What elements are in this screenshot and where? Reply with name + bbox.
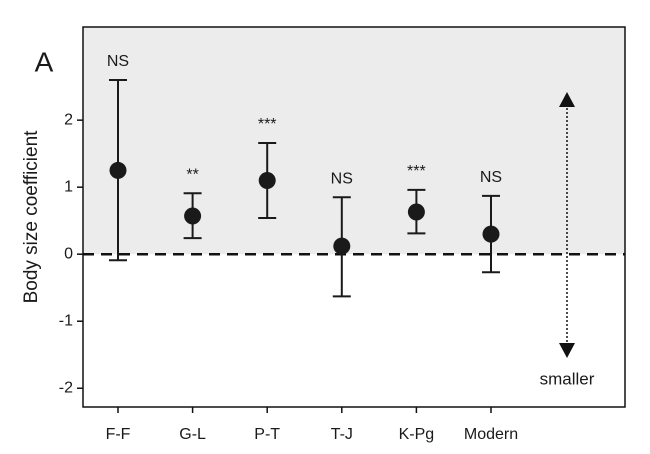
y-tick-label: 2 (64, 111, 73, 128)
significance-label: *** (407, 163, 426, 180)
x-tick-label: G-L (179, 426, 206, 443)
y-tick-label: -2 (59, 379, 73, 396)
y-tick-label: 1 (64, 178, 73, 195)
point (109, 161, 127, 179)
x-tick-label: Modern (464, 426, 518, 443)
significance-label: NS (331, 170, 353, 187)
panel-label: A (35, 46, 54, 77)
point (407, 203, 425, 221)
significance-label: ** (186, 166, 198, 183)
arrow-head (559, 343, 575, 358)
arrow-head (559, 92, 575, 107)
point (333, 237, 351, 255)
y-tick-label: -1 (59, 312, 73, 329)
y-tick-label: 0 (64, 245, 73, 262)
x-tick-label: T-J (331, 426, 353, 443)
x-tick-label: P-T (254, 426, 280, 443)
point (482, 225, 500, 243)
y-axis-label: Body size coefficient (21, 130, 42, 304)
point (184, 207, 202, 225)
annotation: smaller (540, 369, 595, 388)
significance-label: NS (480, 169, 502, 186)
significance-label: NS (107, 53, 129, 70)
shade-region (83, 27, 625, 255)
point (258, 171, 276, 189)
significance-label: *** (258, 116, 277, 133)
x-tick-label: F-F (106, 426, 131, 443)
x-tick-label: K-Pg (399, 426, 435, 443)
plot-frame (82, 26, 626, 408)
